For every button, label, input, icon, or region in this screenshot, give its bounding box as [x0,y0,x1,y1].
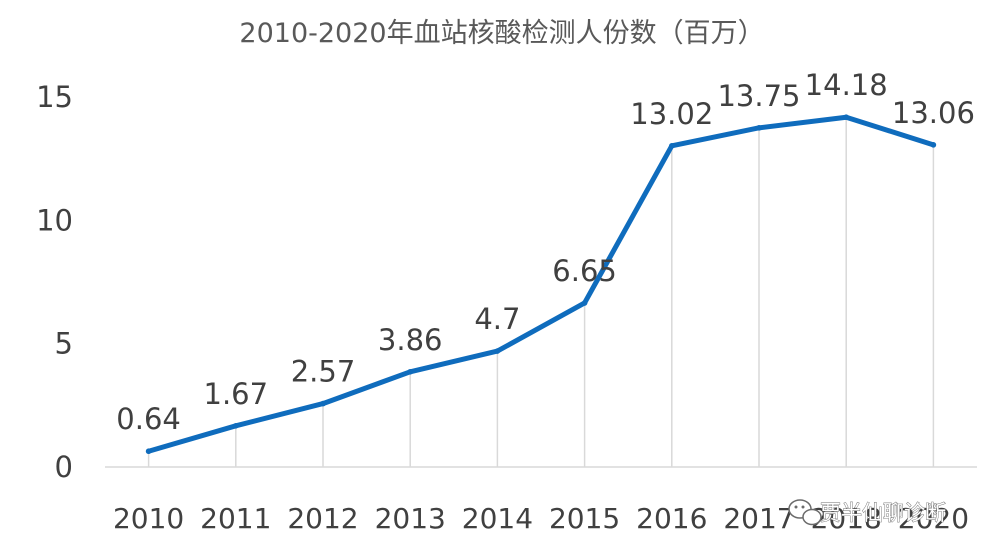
data-label: 3.86 [378,323,443,357]
x-tick-label: 2018 [811,502,882,535]
x-tick-label: 2016 [636,502,707,535]
data-point [843,114,849,121]
data-label: 1.67 [204,377,269,411]
data-point [669,143,675,149]
x-tick-label: 2013 [375,502,446,535]
x-tick-label: 2012 [287,502,358,535]
data-point [494,348,501,354]
x-tick-label: 2017 [723,502,794,535]
data-point [407,368,414,375]
data-label: 0.64 [116,402,181,436]
data-point [145,448,152,455]
x-tick-label: 2011 [200,502,271,535]
data-label: 13.02 [630,97,713,131]
y-tick-label: 10 [36,203,73,237]
watermark-text: 贾半仙聊诊断 [820,501,946,525]
series-line [146,114,936,454]
y-tick-label: 15 [36,80,73,114]
x-tick-label: 2015 [549,502,620,535]
y-tick-label: 5 [55,327,73,361]
data-point [756,125,762,131]
y-tick-label: 0 [55,450,73,484]
gridlines [147,117,935,467]
data-label: 4.7 [474,302,520,336]
data-point [581,300,588,306]
x-tick-label: 2010 [113,502,184,535]
x-axis-ticks: 2010 2011 2012 2013 2014 2015 2016 2017 2018 2020 [113,502,969,535]
watermark: 贾半仙聊诊断 [788,499,946,526]
chart-title: 2010-2020年血站核酸检测人份数（百万） [239,18,764,49]
data-label: 13.75 [717,79,800,113]
data-point [930,142,937,148]
data-label: 2.57 [291,355,356,389]
data-point [233,423,239,429]
data-label: 14.18 [805,68,888,102]
data-point [320,400,326,407]
data-points [145,114,937,455]
x-tick-label: 2014 [462,502,533,535]
wechat-icon [788,499,822,526]
data-label: 6.65 [552,254,617,288]
x-tick-label: 2020 [898,502,969,535]
y-axis-ticks: 0 5 10 15 [36,80,73,484]
data-label: 13.06 [892,96,975,130]
